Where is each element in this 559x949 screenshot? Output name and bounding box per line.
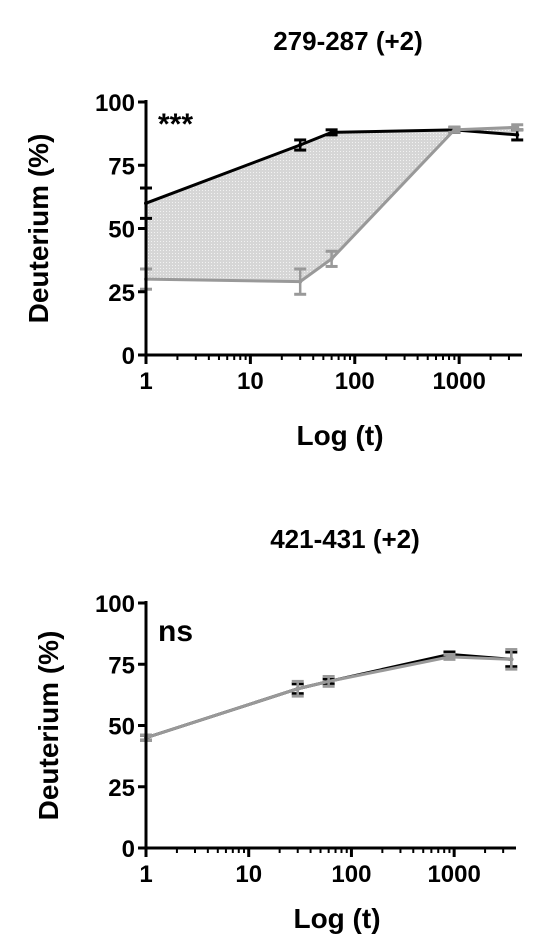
y-tick-label: 50 bbox=[108, 714, 135, 741]
x-axis-label: Log (t) bbox=[293, 903, 380, 934]
series-1 bbox=[140, 650, 518, 742]
series-2 bbox=[140, 648, 518, 742]
x-tick-label: 1 bbox=[139, 861, 152, 888]
x-tick-label: 1000 bbox=[427, 861, 480, 888]
y-tick-label: 25 bbox=[108, 775, 135, 802]
data-point bbox=[452, 127, 457, 132]
data-point bbox=[298, 143, 303, 148]
data-point bbox=[329, 130, 334, 135]
y-tick-label: 100 bbox=[95, 591, 135, 618]
data-point bbox=[515, 132, 520, 137]
y-tick-label: 75 bbox=[108, 153, 135, 180]
data-point bbox=[298, 279, 303, 284]
x-axis-label: Log (t) bbox=[296, 420, 383, 451]
y-tick-label: 100 bbox=[95, 90, 135, 117]
x-tick-label: 10 bbox=[237, 368, 264, 395]
x-tick-label: 1 bbox=[139, 368, 152, 395]
chart-panel-1: 279-287 (+2) 0 25 50 75 100 1 10 100 1000 Log (t) D… bbox=[23, 26, 524, 451]
data-point bbox=[329, 256, 334, 261]
chart-title: 421-431 (+2) bbox=[270, 524, 420, 554]
chart-title: 279-287 (+2) bbox=[273, 26, 423, 56]
chart-panel-2: 421-431 (+2) 0 25 50 75 100 1 10 100 1000 Log (t) D… bbox=[33, 524, 518, 934]
significance-annotation: *** bbox=[158, 108, 193, 141]
x-tick-label: 100 bbox=[331, 861, 371, 888]
y-tick-label: 0 bbox=[122, 836, 135, 863]
series-line bbox=[145, 652, 512, 740]
y-tick-label: 25 bbox=[108, 280, 135, 307]
data-point bbox=[447, 654, 452, 659]
data-point bbox=[509, 657, 514, 662]
y-tick-label: 0 bbox=[122, 343, 135, 370]
data-point bbox=[295, 686, 300, 691]
significance-annotation: ns bbox=[158, 615, 193, 648]
y-axis-label: Deuterium (%) bbox=[23, 134, 54, 324]
x-tick-label: 1000 bbox=[432, 368, 485, 395]
data-point bbox=[515, 125, 520, 130]
y-tick-label: 50 bbox=[108, 217, 135, 244]
x-tick-label: 10 bbox=[235, 861, 262, 888]
data-point bbox=[326, 679, 331, 684]
y-tick-label: 75 bbox=[108, 652, 135, 679]
difference-shading bbox=[146, 127, 518, 282]
series-line bbox=[145, 655, 512, 740]
y-axis-label: Deuterium (%) bbox=[33, 631, 64, 821]
x-tick-label: 100 bbox=[335, 368, 375, 395]
